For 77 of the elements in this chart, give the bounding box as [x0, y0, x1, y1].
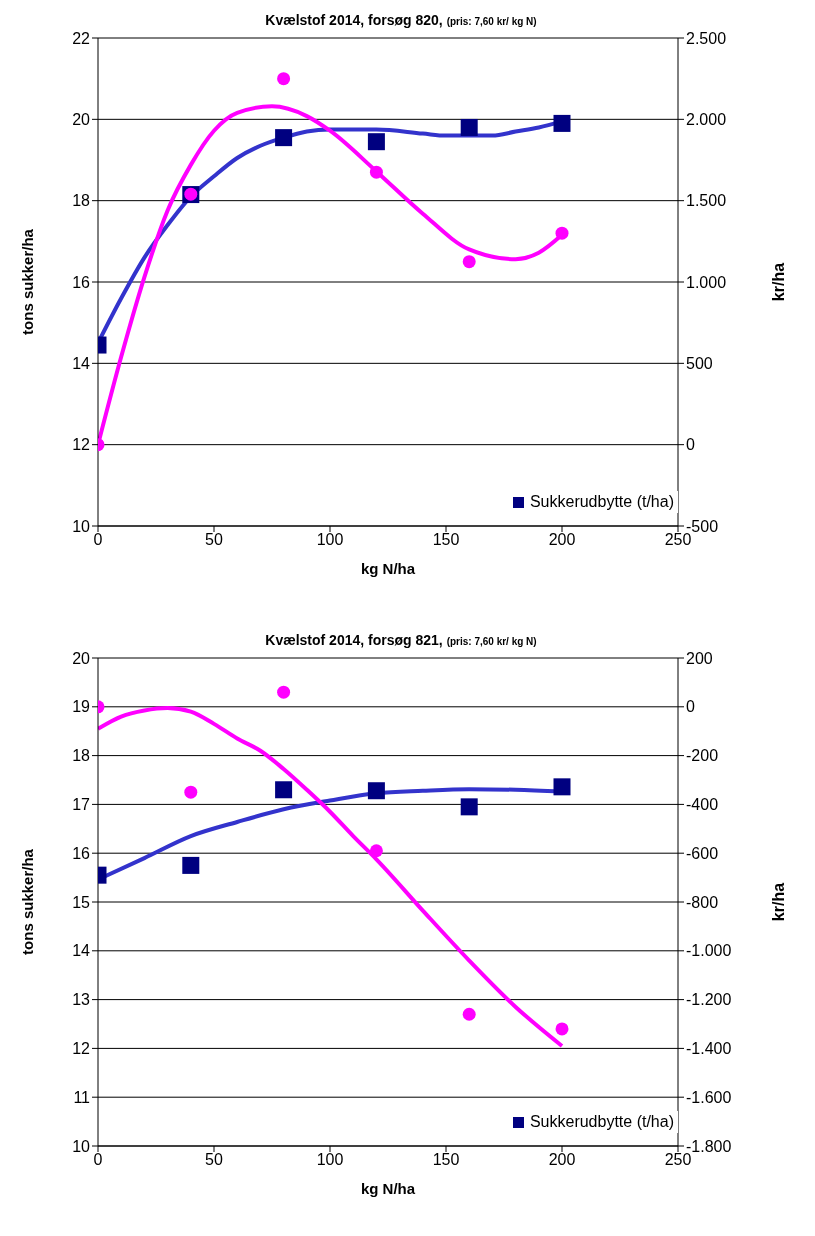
- chart-subtitle: (pris: 7,60 kr/ kg N): [446, 636, 537, 647]
- point: [462, 1007, 476, 1021]
- point: [277, 72, 291, 86]
- line-series: [98, 706, 564, 1048]
- x-tick-label: 100: [316, 531, 344, 549]
- point: [275, 781, 293, 799]
- y-tick-label: 11: [73, 1088, 91, 1106]
- point: [277, 685, 291, 699]
- x-tick-label: 0: [93, 1151, 103, 1169]
- y2-tick-label: 1.000: [686, 273, 727, 291]
- y-tick-label: 14: [72, 355, 91, 373]
- x-tick-label: 200: [548, 531, 576, 549]
- y-tick-label: 22: [72, 29, 91, 47]
- y-tick-label: 12: [72, 436, 91, 454]
- y2-tick-label: -1.000: [686, 942, 732, 960]
- y-tick-label: 15: [72, 893, 91, 911]
- y2-tick-label: -1.200: [686, 991, 732, 1009]
- legend-label: Sukkerudbytte (t/ha): [529, 493, 674, 511]
- y2-tick-label: -400: [686, 796, 719, 814]
- y2-tick-label: 200: [686, 649, 713, 667]
- y2-tick-label: -1.600: [686, 1088, 732, 1106]
- chart-title: Kvælstof 2014, forsøg 821,: [265, 632, 443, 648]
- x-tick-label: 100: [316, 1151, 344, 1169]
- y-tick-label: 12: [72, 1040, 91, 1058]
- y2-tick-label: 1.500: [686, 192, 727, 210]
- x-tick-label: 50: [205, 531, 223, 549]
- y2-tick-label: 2.500: [686, 29, 727, 47]
- y2-tick-label: -200: [686, 747, 719, 765]
- y-axis-title: tons sukker/ha: [19, 848, 37, 955]
- y-tick-label: 17: [72, 796, 91, 814]
- point: [553, 778, 571, 796]
- x-axis-title: kg N/ha: [360, 1180, 416, 1197]
- x-tick-label: 150: [432, 1151, 460, 1169]
- y2-tick-label: 0: [686, 698, 695, 716]
- y2-tick-label: -600: [686, 844, 719, 862]
- point: [184, 785, 198, 799]
- point: [369, 844, 383, 858]
- y-tick-label: 18: [72, 192, 91, 210]
- y-tick-label: 20: [72, 649, 91, 667]
- y-tick-label: 14: [72, 942, 91, 960]
- y2-axis-title: kr/ha: [769, 882, 787, 922]
- point: [369, 165, 383, 179]
- x-tick-label: 150: [432, 531, 460, 549]
- x-tick-label: 250: [664, 1151, 692, 1169]
- point: [460, 118, 478, 136]
- y-tick-label: 18: [72, 747, 91, 765]
- x-tick-label: 0: [93, 531, 103, 549]
- point: [182, 856, 200, 874]
- y2-tick-label: 500: [686, 355, 713, 373]
- y-axis-title: tons sukker/ha: [19, 228, 37, 335]
- y-tick-label: 16: [72, 273, 91, 291]
- point: [367, 133, 385, 151]
- y2-tick-label: 2.000: [686, 111, 727, 129]
- y-tick-label: 10: [72, 1137, 91, 1155]
- y-tick-label: 10: [72, 517, 91, 535]
- y2-tick-label: -1.400: [686, 1040, 732, 1058]
- y-tick-label: 19: [72, 698, 91, 716]
- y2-axis-title: kr/ha: [769, 262, 787, 302]
- point: [555, 226, 569, 240]
- y-tick-label: 16: [72, 844, 91, 862]
- x-axis-title: kg N/ha: [360, 560, 416, 577]
- point: [555, 1022, 569, 1036]
- x-tick-label: 200: [548, 1151, 576, 1169]
- legend-label: Sukkerudbytte (t/ha): [529, 1113, 674, 1131]
- y-tick-label: 13: [72, 991, 91, 1009]
- x-tick-label: 50: [205, 1151, 223, 1169]
- point: [367, 782, 385, 800]
- y-tick-label: 20: [72, 111, 91, 129]
- point: [553, 114, 571, 132]
- chart-subtitle: (pris: 7,60 kr/ kg N): [446, 16, 537, 27]
- y2-tick-label: -800: [686, 893, 719, 911]
- point: [275, 129, 293, 147]
- point: [460, 798, 478, 816]
- x-tick-label: 250: [664, 531, 692, 549]
- chart-title: Kvælstof 2014, forsøg 820,: [265, 12, 443, 28]
- y2-tick-label: 0: [686, 436, 695, 454]
- point: [462, 255, 476, 269]
